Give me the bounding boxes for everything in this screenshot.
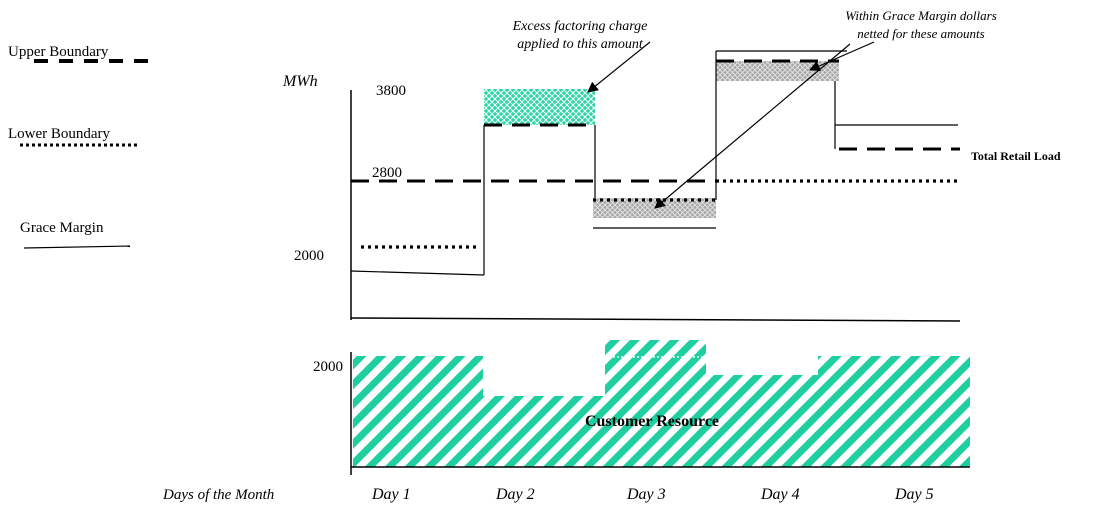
excess-region-day-2 bbox=[484, 89, 595, 125]
excess-annotation-line-1: Excess factoring charge bbox=[512, 19, 648, 34]
within-grace-annotation-line-2: netted for these amounts bbox=[857, 26, 984, 41]
tick-2800: 2800 bbox=[372, 165, 402, 181]
top-chart-axes: MWh 3800 2800 2000 bbox=[282, 73, 961, 322]
legend-lower-boundary-label: Lower Boundary bbox=[8, 126, 111, 142]
y-axis-unit: MWh bbox=[282, 73, 318, 90]
day-label-1: Day 1 bbox=[371, 486, 411, 503]
total-retail-load-label: Total Retail Load bbox=[971, 149, 1061, 163]
day-label-2: Day 2 bbox=[495, 486, 535, 503]
excess-annotation: Excess factoring charge applied to this … bbox=[512, 19, 651, 93]
legend-grace-margin-swatch bbox=[23, 245, 131, 249]
lower-boundary-line bbox=[361, 179, 958, 249]
within-grace-annotation: Within Grace Margin dollars netted for t… bbox=[654, 8, 997, 209]
excess-arrow bbox=[587, 41, 651, 93]
excess-annotation-line-2: applied to this amount bbox=[517, 37, 644, 52]
legend-grace-margin-label: Grace Margin bbox=[20, 220, 104, 236]
day-label-4: Day 4 bbox=[760, 486, 800, 503]
customer-resource-area bbox=[353, 340, 970, 467]
grace-margin-steps bbox=[350, 50, 958, 276]
resource-tick-2000: 2000 bbox=[313, 359, 343, 375]
legend-upper-boundary-label: Upper Boundary bbox=[8, 44, 109, 60]
within-grace-arrow-to-day-4 bbox=[809, 41, 875, 72]
x-axis-line bbox=[350, 317, 961, 322]
legend: Upper Boundary Lower Boundary Grace Marg… bbox=[8, 44, 148, 249]
x-axis-title: Days of the Month bbox=[162, 487, 274, 503]
within-grace-region-day-4 bbox=[716, 61, 839, 81]
within-grace-annotation-line-1: Within Grace Margin dollars bbox=[845, 8, 997, 23]
within-grace-arrow-to-day-3 bbox=[654, 43, 851, 209]
tick-2000: 2000 bbox=[294, 248, 324, 264]
x-axis-labels: Days of the Month Day 1 Day 2 Day 3 Day … bbox=[162, 486, 934, 503]
customer-resource-label: Customer Resource bbox=[585, 413, 719, 430]
tick-3800: 3800 bbox=[376, 83, 406, 99]
day-label-3: Day 3 bbox=[626, 486, 666, 503]
within-grace-region-day-3 bbox=[593, 198, 716, 218]
day-label-5: Day 5 bbox=[894, 486, 934, 503]
customer-resource-chart: 2000 Customer Resource bbox=[313, 340, 970, 475]
total-retail-load-line bbox=[351, 59, 960, 183]
